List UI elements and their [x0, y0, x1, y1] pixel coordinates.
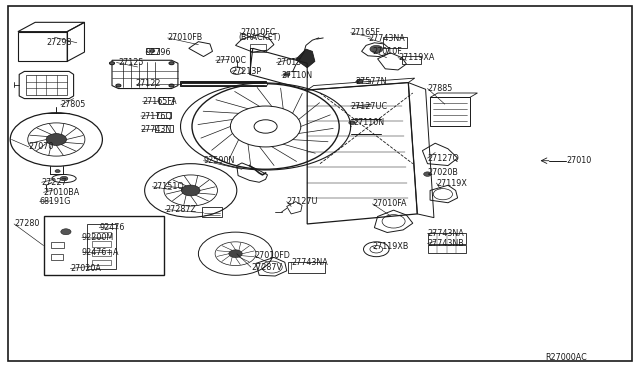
Text: 27110N: 27110N: [282, 71, 313, 80]
Bar: [155, 125, 173, 132]
Text: 92590N: 92590N: [204, 156, 235, 165]
Text: 27298: 27298: [46, 38, 72, 47]
Bar: [428, 232, 466, 244]
Text: 27577N: 27577N: [355, 77, 387, 86]
Text: 27010FA: 27010FA: [372, 199, 407, 208]
Bar: [250, 44, 266, 52]
Circle shape: [150, 49, 155, 52]
Bar: [402, 56, 421, 64]
Text: 27070: 27070: [29, 142, 54, 151]
Bar: [87, 224, 116, 269]
Bar: [92, 260, 111, 265]
Text: 27700C: 27700C: [216, 56, 246, 65]
Text: 27020A: 27020A: [70, 264, 101, 273]
Text: 27122: 27122: [136, 79, 161, 88]
Circle shape: [169, 84, 174, 87]
Text: 27227: 27227: [42, 178, 67, 187]
Text: 27119X: 27119X: [436, 179, 467, 187]
Text: 68191G: 68191G: [40, 197, 71, 206]
Circle shape: [370, 45, 383, 53]
Text: 92200M: 92200M: [82, 233, 114, 242]
Bar: [44, 216, 164, 275]
Text: 27127UC: 27127UC: [351, 102, 388, 110]
Text: 27010FC: 27010FC: [240, 28, 275, 37]
Bar: [357, 79, 370, 83]
Bar: [383, 37, 407, 48]
Text: 27015: 27015: [276, 58, 302, 67]
Text: 27020B: 27020B: [428, 169, 458, 177]
Bar: [202, 207, 222, 217]
Text: 27743NA: 27743NA: [368, 34, 404, 43]
Bar: [92, 232, 111, 237]
Text: 27165FA: 27165FA: [142, 97, 177, 106]
Text: 27010: 27010: [566, 156, 591, 165]
Text: 27127Q: 27127Q: [428, 154, 460, 163]
Text: (BRACKET): (BRACKET): [238, 33, 281, 42]
Polygon shape: [296, 49, 315, 68]
Circle shape: [356, 79, 363, 83]
Text: 27010BA: 27010BA: [44, 188, 80, 197]
Bar: [159, 97, 173, 104]
Bar: [92, 250, 111, 256]
Circle shape: [284, 73, 290, 76]
Bar: [146, 48, 159, 54]
Text: R27000AC: R27000AC: [545, 353, 587, 362]
Text: 27743NA: 27743NA: [428, 229, 464, 238]
Bar: [51, 242, 64, 248]
Text: 27151Q: 27151Q: [152, 182, 184, 191]
Bar: [92, 241, 111, 247]
Text: 27125: 27125: [118, 58, 144, 67]
Circle shape: [46, 134, 67, 145]
Text: 27287Z: 27287Z: [165, 205, 196, 214]
Text: 27743NA: 27743NA: [291, 258, 328, 267]
Bar: [157, 112, 171, 118]
Text: 27119XB: 27119XB: [372, 242, 409, 251]
Text: 27110N: 27110N: [353, 118, 385, 126]
Text: 27280: 27280: [14, 219, 40, 228]
Text: 27127U: 27127U: [287, 197, 318, 206]
Bar: [51, 254, 63, 260]
Circle shape: [61, 229, 71, 235]
Text: 27805: 27805: [61, 100, 86, 109]
Bar: [428, 245, 466, 253]
Text: 27010F: 27010F: [372, 47, 402, 56]
Text: 27743N: 27743N: [141, 125, 172, 134]
Text: 92476+A: 92476+A: [82, 248, 120, 257]
Text: 27176Q: 27176Q: [141, 112, 173, 121]
Circle shape: [116, 84, 121, 87]
Circle shape: [349, 121, 355, 125]
Bar: [430, 97, 470, 126]
Circle shape: [424, 172, 431, 176]
Text: 27287V: 27287V: [251, 263, 282, 272]
Bar: [288, 262, 325, 273]
Text: 92796: 92796: [146, 48, 172, 57]
Circle shape: [60, 176, 68, 181]
Text: 27010FB: 27010FB: [168, 33, 203, 42]
Text: 92476: 92476: [99, 223, 125, 232]
Text: 27743NB: 27743NB: [428, 239, 464, 248]
Circle shape: [55, 170, 60, 173]
Text: 27119XA: 27119XA: [398, 53, 435, 62]
Circle shape: [109, 62, 115, 65]
Text: 27010FD: 27010FD: [255, 251, 291, 260]
Text: 27213P: 27213P: [232, 67, 262, 76]
Text: 27165F: 27165F: [351, 28, 381, 37]
Circle shape: [182, 185, 200, 196]
Circle shape: [229, 250, 242, 257]
Text: 27885: 27885: [428, 84, 453, 93]
Circle shape: [169, 62, 174, 65]
